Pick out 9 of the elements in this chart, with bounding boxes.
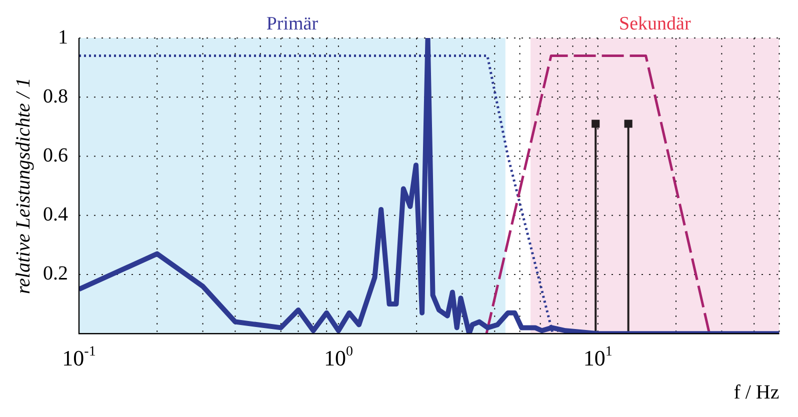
band-label: Primär	[266, 13, 319, 34]
y-tick-label: 1	[58, 26, 68, 48]
y-tick-label: 0.6	[43, 144, 68, 166]
band-label: Sekundär	[619, 13, 692, 34]
x-axis-title: f / Hz	[734, 381, 780, 404]
y-tick-label: 0.4	[43, 204, 68, 226]
y-tick-label: 0.2	[43, 262, 68, 285]
y-axis-title: relative Leistungsdichte / 1	[12, 78, 34, 294]
y-tick-label: 0.8	[43, 85, 68, 108]
